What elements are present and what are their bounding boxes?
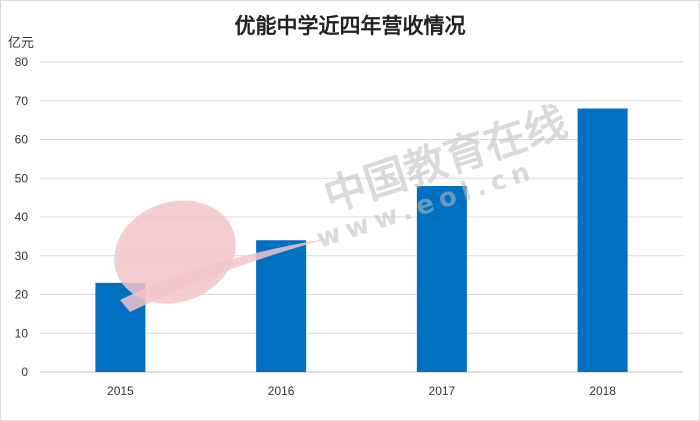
x-category-label: 2016 bbox=[268, 384, 295, 398]
y-tick-label: 30 bbox=[15, 249, 29, 263]
bar-2016 bbox=[256, 240, 307, 372]
y-tick-label: 70 bbox=[15, 94, 29, 108]
eol-logo-icon bbox=[114, 200, 330, 312]
bar-2017 bbox=[416, 186, 467, 372]
x-category-label: 2015 bbox=[107, 384, 134, 398]
y-tick-label: 60 bbox=[15, 133, 29, 147]
chart-title: 优能中学近四年营收情况 bbox=[235, 14, 466, 38]
x-category-label: 2018 bbox=[589, 384, 616, 398]
y-tick-label: 20 bbox=[15, 288, 29, 302]
y-tick-label: 50 bbox=[15, 171, 29, 185]
y-tick-label: 0 bbox=[21, 365, 28, 379]
watermark: 中国教育在线 www.eol.cn bbox=[114, 97, 573, 312]
y-axis-ticks: 0 10 20 30 40 50 60 70 80 bbox=[15, 55, 29, 379]
x-axis-categories: 2015 2016 2017 2018 bbox=[107, 384, 616, 398]
gridlines bbox=[40, 61, 683, 373]
y-tick-label: 40 bbox=[15, 210, 29, 224]
x-category-label: 2017 bbox=[429, 384, 456, 398]
y-tick-label: 80 bbox=[15, 55, 29, 69]
bar-2018 bbox=[577, 108, 628, 372]
y-axis-unit-label: 亿元 bbox=[8, 36, 34, 51]
bars bbox=[95, 108, 628, 372]
y-tick-label: 10 bbox=[15, 326, 29, 340]
